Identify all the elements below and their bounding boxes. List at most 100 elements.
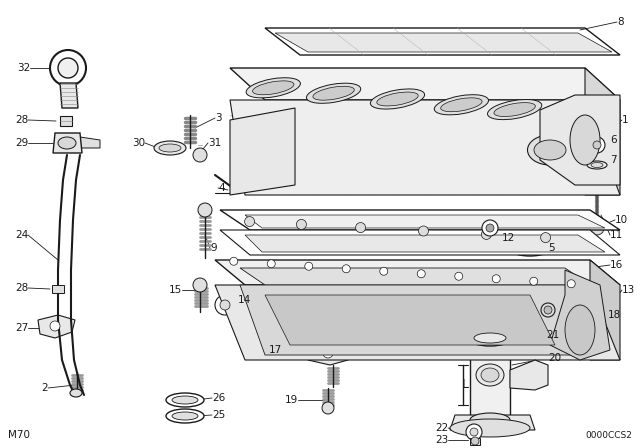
Text: 1: 1 [622, 115, 628, 125]
Polygon shape [510, 360, 548, 390]
Polygon shape [450, 415, 535, 430]
Ellipse shape [159, 144, 181, 152]
Circle shape [593, 141, 601, 149]
Circle shape [541, 233, 550, 243]
Circle shape [482, 220, 498, 236]
Polygon shape [550, 270, 610, 360]
Ellipse shape [435, 95, 488, 115]
Text: 5: 5 [548, 243, 555, 253]
Text: 13: 13 [622, 285, 636, 295]
Polygon shape [590, 260, 620, 360]
Polygon shape [38, 315, 75, 338]
Circle shape [589, 137, 605, 153]
Circle shape [296, 220, 307, 229]
Polygon shape [265, 295, 555, 345]
Polygon shape [470, 438, 480, 445]
Ellipse shape [481, 368, 499, 382]
Polygon shape [230, 68, 620, 100]
Text: 21: 21 [546, 330, 559, 340]
Ellipse shape [511, 237, 549, 253]
Circle shape [541, 303, 555, 317]
Text: 6: 6 [610, 135, 616, 145]
Ellipse shape [488, 99, 542, 120]
Text: 16: 16 [610, 260, 623, 270]
Ellipse shape [476, 364, 504, 386]
Text: 15: 15 [169, 285, 182, 295]
Circle shape [590, 221, 604, 235]
Text: 27: 27 [15, 323, 28, 333]
Text: 0000CCS2: 0000CCS2 [585, 431, 632, 440]
Ellipse shape [172, 412, 198, 420]
Circle shape [492, 275, 500, 283]
Circle shape [544, 306, 552, 314]
Polygon shape [585, 68, 620, 195]
Text: 11: 11 [610, 230, 623, 240]
Circle shape [305, 262, 313, 270]
Circle shape [417, 270, 425, 278]
Ellipse shape [494, 103, 535, 116]
Text: 3: 3 [215, 113, 221, 123]
Circle shape [58, 58, 78, 78]
Ellipse shape [505, 234, 555, 256]
Text: 23: 23 [435, 435, 448, 445]
Ellipse shape [527, 135, 573, 165]
Circle shape [198, 203, 212, 217]
Ellipse shape [377, 92, 418, 106]
Ellipse shape [534, 140, 566, 160]
Ellipse shape [470, 413, 510, 427]
Circle shape [471, 437, 479, 445]
Circle shape [470, 428, 478, 436]
Circle shape [455, 272, 463, 280]
Ellipse shape [70, 389, 82, 397]
Circle shape [466, 424, 482, 440]
Text: 24: 24 [15, 230, 28, 240]
Circle shape [50, 50, 86, 86]
Circle shape [215, 295, 235, 315]
Ellipse shape [591, 163, 603, 168]
Circle shape [323, 348, 333, 358]
Circle shape [380, 267, 388, 275]
Text: 17: 17 [269, 345, 282, 355]
Polygon shape [245, 215, 605, 228]
Text: 18: 18 [608, 310, 621, 320]
Text: 9: 9 [210, 243, 216, 253]
Polygon shape [220, 210, 620, 230]
Circle shape [244, 216, 255, 227]
Circle shape [530, 277, 538, 285]
Polygon shape [240, 268, 590, 285]
Polygon shape [215, 285, 620, 360]
Polygon shape [230, 108, 295, 195]
Ellipse shape [371, 89, 424, 109]
Ellipse shape [441, 98, 482, 112]
Text: M70: M70 [8, 430, 30, 440]
Text: 14: 14 [238, 295, 252, 305]
Circle shape [342, 265, 350, 273]
Ellipse shape [253, 81, 294, 95]
Text: 19: 19 [285, 395, 298, 405]
Text: 12: 12 [502, 233, 515, 243]
Polygon shape [52, 285, 64, 293]
Circle shape [193, 148, 207, 162]
Ellipse shape [166, 409, 204, 423]
Text: 32: 32 [17, 63, 30, 73]
Polygon shape [275, 33, 612, 52]
Ellipse shape [565, 305, 595, 355]
Ellipse shape [246, 78, 300, 98]
Text: 28: 28 [15, 283, 28, 293]
Ellipse shape [570, 115, 600, 165]
Ellipse shape [474, 333, 506, 343]
Polygon shape [540, 95, 620, 185]
Text: 22: 22 [435, 423, 448, 433]
Ellipse shape [154, 141, 186, 155]
Text: 10: 10 [615, 215, 628, 225]
Polygon shape [53, 133, 82, 153]
Ellipse shape [307, 83, 361, 103]
Polygon shape [60, 83, 78, 108]
Circle shape [230, 257, 237, 265]
Text: 2: 2 [42, 383, 48, 393]
Circle shape [220, 300, 230, 310]
Ellipse shape [587, 161, 607, 169]
Ellipse shape [468, 330, 512, 346]
Polygon shape [245, 235, 605, 252]
Text: 20: 20 [548, 353, 561, 363]
